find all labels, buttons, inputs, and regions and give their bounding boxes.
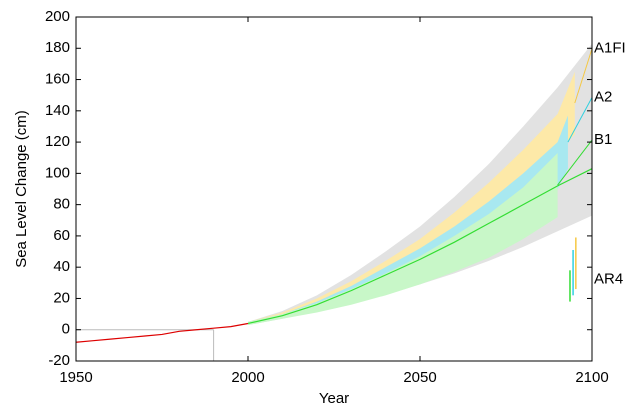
y-tick-label: 140 <box>45 102 70 119</box>
series-label: A2 <box>594 88 612 105</box>
x-axis-label: Year <box>319 390 349 407</box>
y-tick-label: 60 <box>53 227 70 244</box>
y-tick-label: 40 <box>53 258 70 275</box>
y-tick-label: 0 <box>62 321 70 338</box>
series-label: A1FI <box>594 40 626 57</box>
band <box>248 153 558 326</box>
x-tick-label: 1950 <box>59 369 92 386</box>
y-tick-label: 200 <box>45 8 70 25</box>
leader-line <box>567 97 593 143</box>
y-tick-label: -20 <box>48 352 70 369</box>
plot-frame <box>75 16 593 362</box>
y-tick-label: 80 <box>53 196 70 213</box>
y-tick-label: 100 <box>45 164 70 181</box>
x-tick-label: 2050 <box>403 369 436 386</box>
series-label: AR4 <box>594 271 623 288</box>
y-tick-label: 20 <box>53 289 70 306</box>
y-tick-label: 120 <box>45 133 70 150</box>
line <box>247 168 593 325</box>
leader-line <box>557 139 593 186</box>
y-tick-label: 160 <box>45 71 70 88</box>
line <box>75 322 249 343</box>
series-label: B1 <box>594 131 612 148</box>
y-tick-label: 180 <box>45 39 70 56</box>
x-tick-label: 2000 <box>231 369 264 386</box>
y-axis-label: Sea Level Change (cm) <box>13 110 30 268</box>
leader-line <box>574 48 593 104</box>
x-tick-label: 2100 <box>575 369 608 386</box>
